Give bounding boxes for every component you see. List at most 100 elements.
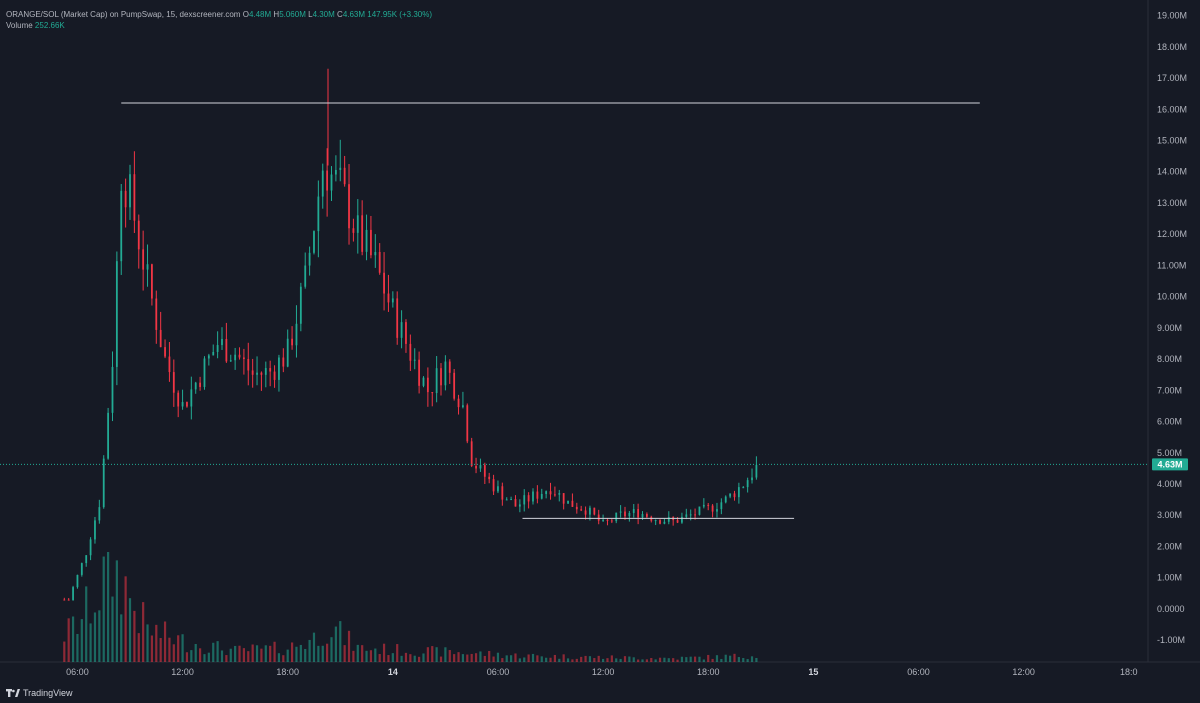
volume-bar bbox=[492, 656, 495, 662]
y-tick-label: 17.00M bbox=[1157, 73, 1187, 83]
candle-body bbox=[356, 215, 359, 233]
candle-body bbox=[85, 555, 88, 564]
candle-body bbox=[365, 229, 368, 252]
volume-bar bbox=[453, 654, 456, 662]
candle-body bbox=[488, 476, 491, 480]
volume-bar bbox=[255, 645, 259, 662]
volume-bar bbox=[698, 656, 701, 662]
y-tick-label: 3.00M bbox=[1157, 510, 1182, 520]
volume-bar bbox=[575, 658, 578, 662]
candle-body bbox=[383, 272, 385, 294]
time-axis[interactable]: 06:00 12:00 18:00 14 06:00 12:00 18:00 15 06:00 1… bbox=[66, 667, 1137, 677]
candles bbox=[63, 68, 758, 601]
candle-body bbox=[330, 174, 333, 191]
candle-body bbox=[291, 338, 293, 346]
candle-body bbox=[221, 338, 223, 346]
y-tick-label: 9.00M bbox=[1157, 323, 1182, 333]
volume-bar bbox=[133, 610, 136, 662]
candle-body bbox=[370, 229, 372, 256]
candle-body bbox=[667, 517, 670, 522]
volume-bar bbox=[742, 658, 745, 662]
x-tick-label: 06:00 bbox=[907, 667, 930, 677]
candle-body bbox=[597, 514, 600, 521]
candle-body bbox=[107, 412, 110, 459]
candle-body bbox=[593, 507, 596, 515]
candle-body bbox=[554, 494, 556, 496]
volume-bar bbox=[216, 641, 219, 662]
y-tick-label: 2.00M bbox=[1157, 541, 1182, 551]
candle-body bbox=[505, 499, 508, 501]
volume-bar bbox=[523, 657, 526, 662]
candle-body bbox=[606, 519, 609, 521]
volume-bar bbox=[676, 659, 679, 662]
volume-legend: Volume 252.66K bbox=[6, 21, 65, 30]
high-value: 5.060M bbox=[279, 10, 306, 19]
candle-body bbox=[278, 357, 280, 380]
volume-bar bbox=[89, 623, 92, 662]
volume-bar bbox=[374, 648, 377, 662]
candle-body bbox=[470, 441, 473, 466]
volume-bar bbox=[479, 651, 482, 662]
y-tick-label: 18.00M bbox=[1157, 42, 1187, 52]
y-tick-label: 12.00M bbox=[1157, 229, 1187, 239]
candle-body bbox=[326, 170, 329, 191]
candle-body bbox=[523, 495, 526, 505]
volume-bar bbox=[580, 656, 583, 662]
y-tick-label: 8.00M bbox=[1157, 354, 1182, 364]
y-tick-label: 1.00M bbox=[1157, 573, 1182, 583]
candle-body bbox=[724, 496, 727, 503]
volume-label[interactable]: Volume bbox=[6, 21, 33, 30]
candle-body bbox=[435, 368, 438, 394]
price-axis[interactable]: 19.00M 18.00M 17.00M 16.00M 15.00M 14.00M 13.0… bbox=[1157, 11, 1187, 646]
volume-bar bbox=[707, 654, 710, 662]
volume-bar bbox=[610, 655, 613, 662]
candle-body bbox=[98, 507, 101, 521]
candle-body bbox=[76, 574, 79, 588]
candle-body bbox=[343, 167, 346, 185]
volume-bar bbox=[514, 653, 517, 662]
candle-body bbox=[426, 377, 429, 393]
volume-bar bbox=[733, 653, 736, 662]
candle-body bbox=[711, 505, 714, 512]
candle-body bbox=[580, 509, 583, 511]
symbol-title[interactable]: ORANGE/SOL (Market Cap) on PumpSwap, 15,… bbox=[6, 10, 241, 19]
candle-body bbox=[676, 520, 679, 523]
volume-bar bbox=[304, 648, 307, 662]
y-tick-label: 15.00M bbox=[1157, 136, 1187, 146]
volume-bar bbox=[391, 653, 394, 662]
candle-body bbox=[242, 357, 245, 360]
candle-body bbox=[199, 382, 201, 387]
volume-bar bbox=[312, 632, 316, 662]
volume-bar bbox=[220, 650, 224, 662]
volume-bar bbox=[461, 654, 465, 662]
volume-bar bbox=[63, 641, 66, 662]
candle-body bbox=[716, 509, 718, 512]
volume-bar bbox=[369, 650, 373, 662]
volume-bar bbox=[566, 658, 570, 662]
volume-bar bbox=[457, 652, 460, 662]
candle-body bbox=[694, 514, 696, 516]
y-tick-label: 7.00M bbox=[1157, 385, 1182, 395]
x-tick-label: 06:00 bbox=[66, 667, 89, 677]
candle-body bbox=[431, 392, 434, 394]
candle-body bbox=[115, 261, 118, 367]
candle-body bbox=[334, 169, 337, 175]
volume-bar bbox=[693, 656, 697, 662]
volume-bar bbox=[623, 656, 627, 662]
candle-body bbox=[168, 356, 171, 373]
candle-body bbox=[737, 487, 740, 498]
volume-bar bbox=[448, 650, 451, 662]
volume-bar bbox=[76, 633, 79, 662]
candle-body bbox=[102, 458, 105, 508]
candle-body bbox=[681, 516, 683, 523]
volume-bar bbox=[737, 657, 740, 662]
volume-bar bbox=[365, 650, 368, 662]
candle-body bbox=[378, 251, 381, 273]
candle-body bbox=[251, 370, 254, 375]
drawn-lines[interactable]: 4.63M bbox=[0, 102, 1188, 519]
volume-bar bbox=[545, 657, 548, 662]
tradingview-logo[interactable]: TradingView bbox=[6, 688, 73, 698]
candle-body bbox=[264, 368, 267, 375]
